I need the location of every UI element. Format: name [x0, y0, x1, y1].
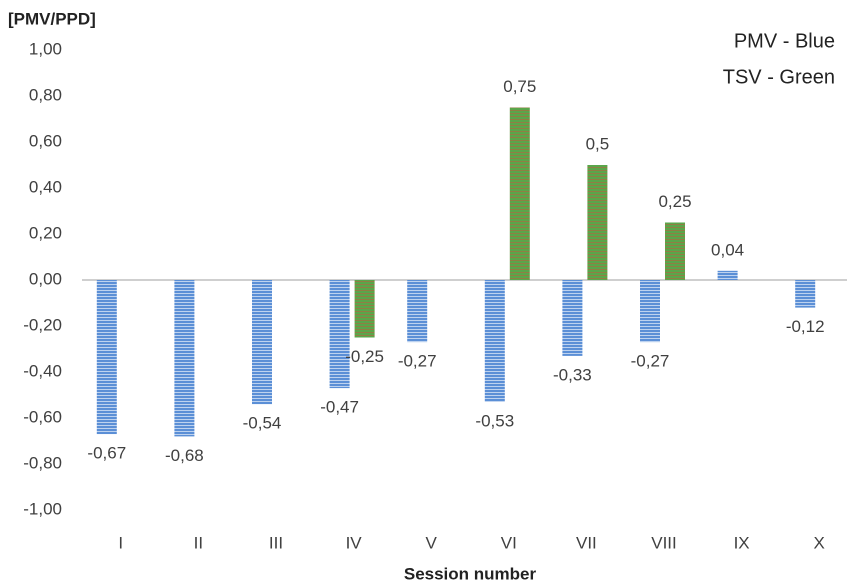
y-tick-label: 0,00 — [29, 269, 62, 288]
value-label: 0,04 — [711, 240, 744, 259]
value-label: -0,53 — [475, 411, 514, 430]
value-label: 0,5 — [586, 134, 610, 153]
x-axis-label: Session number — [404, 564, 537, 583]
value-label: -0,12 — [786, 317, 825, 336]
x-tick-label: I — [118, 533, 123, 552]
value-label: -0,67 — [87, 444, 126, 463]
bar — [640, 280, 660, 343]
y-tick-label: 0,40 — [29, 177, 62, 196]
x-tick-label: VII — [576, 533, 597, 552]
bar — [665, 222, 685, 280]
value-label: -0,68 — [165, 446, 204, 465]
value-label: 0,75 — [503, 77, 536, 96]
value-label: -0,33 — [553, 365, 592, 384]
bar — [509, 107, 530, 280]
value-label: -0,27 — [398, 352, 437, 371]
bar — [484, 280, 505, 402]
value-label: -0,25 — [345, 347, 384, 366]
bar — [96, 280, 117, 435]
x-tick-label: V — [426, 533, 438, 552]
x-tick-label: VI — [501, 533, 517, 552]
bar — [329, 280, 350, 389]
bar — [407, 280, 428, 343]
bar — [354, 280, 375, 338]
y-tick-label: -0,80 — [23, 453, 62, 472]
y-tick-label: 0,20 — [29, 223, 62, 242]
bar — [717, 270, 738, 280]
y-tick-label: 1,00 — [29, 39, 62, 58]
y-tick-label: 0,80 — [29, 85, 62, 104]
x-tick-label: II — [194, 533, 203, 552]
bar — [174, 280, 195, 437]
x-tick-label: X — [814, 533, 825, 552]
x-tick-label: VIII — [651, 533, 677, 552]
bar — [795, 280, 816, 308]
x-tick-label: IX — [734, 533, 750, 552]
y-axis-label: [PMV/PPD] — [8, 9, 96, 28]
bar — [562, 280, 583, 356]
legend-label: PMV - Blue — [734, 30, 835, 52]
legend-label: TSV - Green — [723, 66, 835, 88]
bar — [252, 280, 272, 405]
y-tick-label: -0,40 — [23, 361, 62, 380]
y-tick-label: -0,20 — [23, 315, 62, 334]
bar — [587, 165, 608, 280]
y-tick-label: -1,00 — [23, 499, 62, 518]
value-label: -0,27 — [631, 352, 670, 371]
value-label: -0,54 — [243, 414, 282, 433]
y-tick-label: -0,60 — [23, 407, 62, 426]
value-label: 0,25 — [658, 192, 691, 211]
x-tick-label: IV — [346, 533, 363, 552]
x-tick-label: III — [269, 533, 283, 552]
y-tick-label: 0,60 — [29, 131, 62, 150]
value-label: -0,47 — [320, 398, 359, 417]
